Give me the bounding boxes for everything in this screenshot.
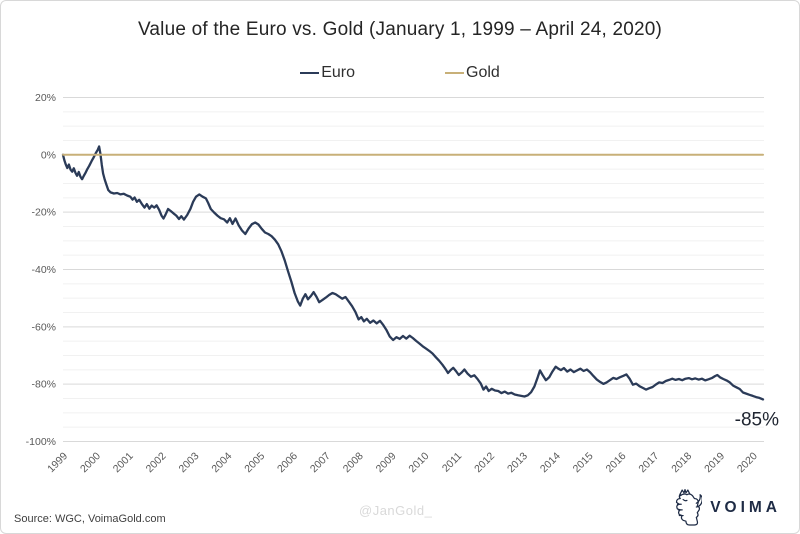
chart-legend: Euro Gold: [1, 64, 799, 82]
euro-line-series: [61, 145, 765, 401]
x-tick-label: 2008: [341, 450, 366, 475]
x-tick-label: 2015: [571, 450, 596, 475]
y-tick-label: -20%: [31, 207, 56, 219]
x-tick-label: 2017: [636, 450, 661, 475]
chart-title: Value of the Euro vs. Gold (January 1, 1…: [137, 19, 663, 40]
source-credit: Source: WGC, VoimaGold.com: [14, 513, 166, 525]
x-tick-label: 2016: [604, 450, 629, 475]
y-tick-label: 0%: [41, 149, 56, 161]
x-tick-label: 2007: [308, 450, 333, 475]
gold-line-swatch-icon: [445, 71, 464, 75]
voima-logo: VOIMA: [668, 488, 781, 528]
x-tick-label: 2003: [177, 450, 202, 475]
x-tick-label: 2014: [538, 450, 563, 475]
y-tick-label: 20%: [35, 92, 56, 104]
endpoint-value-annotation: -85%: [735, 409, 779, 430]
x-tick-label: 2000: [78, 450, 103, 475]
x-tick-label: 2001: [111, 450, 136, 475]
y-tick-label: -100%: [26, 436, 56, 448]
x-tick-label: 2010: [406, 450, 431, 475]
voima-lion-crest-icon: [676, 488, 703, 526]
x-tick-label: 2011: [440, 450, 465, 475]
x-tick-label: 2009: [374, 450, 399, 475]
x-tick-label: 2002: [144, 450, 169, 475]
x-tick-label: 1999: [45, 450, 70, 475]
legend-item-gold: Gold: [445, 64, 500, 82]
x-tick-label: 2006: [275, 450, 300, 475]
legend-label-euro: Euro: [321, 64, 355, 81]
x-tick-label: 2013: [505, 450, 530, 475]
x-tick-label: 2012: [472, 450, 497, 475]
x-tick-label: 2004: [209, 450, 234, 475]
voima-wordmark: VOIMA: [710, 499, 781, 516]
legend-label-gold: Gold: [466, 64, 500, 81]
x-tick-label: 2020: [735, 450, 760, 475]
legend-item-euro: Euro: [300, 64, 355, 82]
x-tick-label: 2018: [669, 450, 694, 475]
x-tick-label: 2005: [242, 450, 267, 475]
twitter-handle-watermark: @JanGold_: [359, 503, 433, 518]
y-tick-label: -40%: [31, 264, 56, 276]
y-tick-label: -60%: [31, 321, 56, 333]
euro-line-swatch-icon: [300, 71, 320, 75]
y-tick-label: -80%: [31, 379, 56, 391]
x-tick-label: 2019: [702, 450, 727, 475]
